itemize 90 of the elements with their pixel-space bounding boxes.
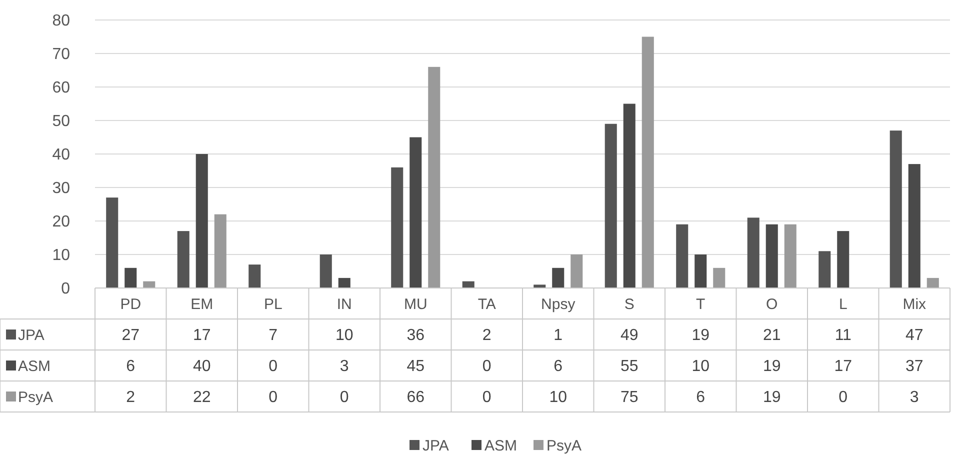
data-label: 6 (554, 358, 563, 376)
data-label: 45 (406, 358, 425, 376)
legend-label: ASM (18, 358, 51, 375)
data-label: 6 (126, 358, 136, 376)
data-label: 21 (762, 327, 781, 344)
x-tick-label: Mix (902, 296, 927, 313)
bar (391, 167, 404, 288)
bar (124, 268, 137, 288)
y-tick-label: 10 (52, 247, 70, 264)
y-tick-label: 70 (52, 46, 70, 64)
text: ASM (484, 437, 518, 454)
bar (642, 36, 654, 288)
bar (694, 254, 707, 288)
x-tick-label: Npsy (541, 296, 576, 313)
bar (676, 224, 688, 288)
data-label: 66 (406, 389, 425, 406)
bar (926, 278, 939, 288)
y-tick-label: 20 (52, 214, 70, 231)
data-label: 0 (268, 389, 278, 406)
data-label: 6 (696, 389, 706, 406)
bar (248, 264, 261, 288)
bar (214, 214, 226, 288)
data-label: 10 (549, 389, 568, 406)
data-label: 19 (762, 389, 781, 406)
data-label: 3 (340, 358, 349, 376)
data-label: 55 (620, 358, 638, 376)
x-tick-label: PD (120, 296, 142, 313)
x-tick-label: PL (264, 296, 282, 313)
bar (890, 130, 902, 288)
legend-label: PsyA (18, 388, 54, 406)
bar (106, 198, 118, 288)
data-label: 10 (692, 358, 710, 376)
data-label: 36 (406, 327, 425, 344)
x-tick-label: MU (404, 296, 428, 313)
bar (837, 231, 850, 288)
bar (428, 66, 440, 288)
data-label: 2 (126, 389, 136, 406)
bar (908, 164, 920, 288)
bar (623, 104, 636, 288)
x-tick-label: TA (478, 296, 496, 313)
bar (766, 224, 778, 288)
data-label: 0 (268, 358, 278, 376)
bar (320, 254, 332, 288)
legend-label: JPA (18, 326, 44, 344)
bar (552, 268, 564, 288)
data-label: 40 (192, 358, 211, 376)
y-tick-label: 60 (52, 80, 70, 97)
bar (196, 154, 208, 288)
data-label: 11 (834, 327, 852, 344)
data-label: 22 (192, 389, 211, 406)
bar (784, 224, 796, 288)
x-tick-label: IN (336, 296, 352, 313)
bar (177, 231, 190, 288)
x-tick-label: T (696, 296, 706, 313)
data-label: 2 (482, 327, 492, 344)
data-label: 19 (692, 327, 710, 344)
data-label: 0 (838, 389, 848, 406)
text: PsyA (546, 437, 582, 454)
y-tick-label: 50 (52, 113, 70, 130)
data-label: 0 (482, 389, 492, 406)
data-label: 37 (905, 358, 924, 376)
bar (570, 254, 583, 288)
y-tick-label: 0 (61, 280, 70, 298)
data-label: 0 (482, 358, 492, 376)
data-label: 1 (554, 327, 563, 344)
x-tick-label: O (766, 296, 778, 313)
data-label: 10 (335, 327, 354, 344)
x-tick-label: EM (190, 296, 214, 313)
text: JPA (422, 437, 449, 454)
y-tick-label: 30 (52, 180, 70, 198)
bar (410, 137, 422, 288)
y-tick-label: 40 (52, 146, 70, 164)
data-label: 49 (620, 327, 638, 344)
y-tick-label: 80 (52, 12, 70, 30)
bar (747, 218, 760, 288)
data-label: 19 (762, 358, 781, 376)
x-tick-label: S (624, 296, 634, 313)
bar (818, 251, 831, 288)
x-tick-label: L (838, 296, 848, 313)
data-label: 27 (122, 327, 140, 344)
data-label: 0 (340, 389, 349, 406)
data-label: 75 (620, 389, 638, 406)
bar (338, 278, 350, 288)
bar (713, 268, 726, 288)
data-label: 3 (910, 389, 919, 406)
data-label: 17 (192, 327, 211, 344)
data-label: 7 (268, 327, 278, 344)
data-label: 47 (905, 327, 924, 344)
bar (604, 124, 617, 288)
data-label: 17 (834, 358, 852, 376)
